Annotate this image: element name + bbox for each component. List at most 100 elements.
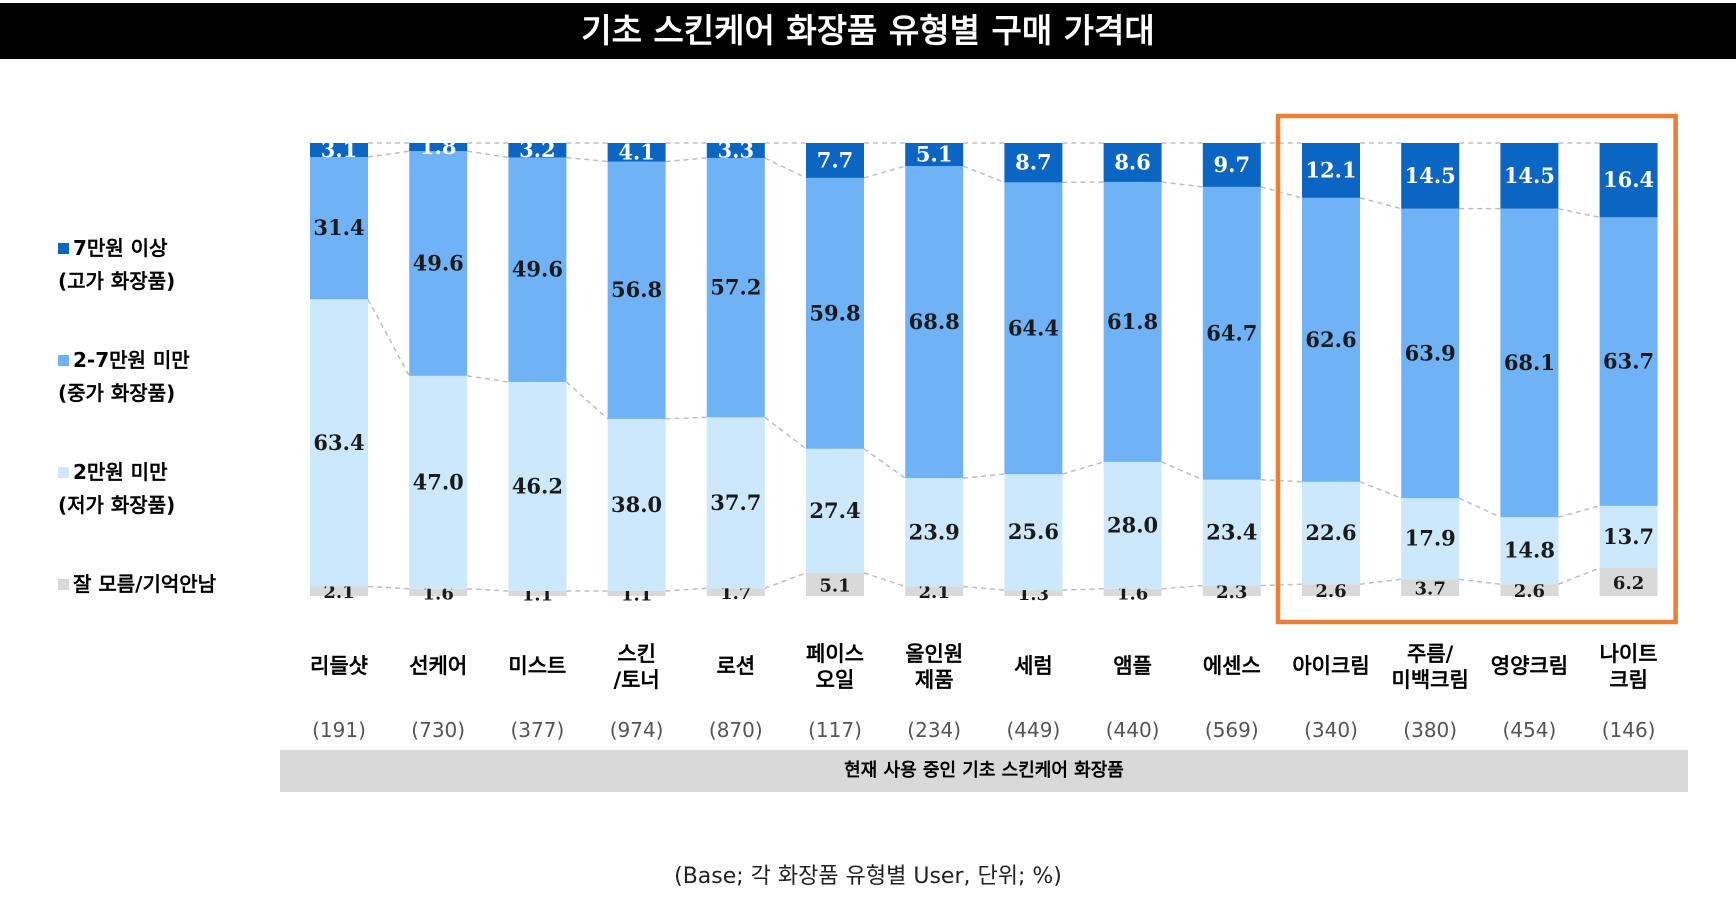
category-label: 미스트 [508, 654, 566, 678]
data-label-mid: 63.7 [1603, 349, 1654, 374]
data-label-unknown: 2.6 [1315, 581, 1346, 602]
data-label-low: 46.2 [512, 473, 563, 498]
data-label-mid: 68.1 [1504, 350, 1555, 375]
data-label-unknown: 2.6 [1514, 581, 1545, 602]
bar-segment-mid [1004, 182, 1063, 475]
bar-segment-mid [1500, 208, 1559, 518]
bar-segment-mid [607, 161, 666, 419]
data-label-high: 16.4 [1603, 167, 1654, 192]
connector-line [963, 585, 1005, 591]
bar-segment-high [508, 143, 567, 158]
bar-segment-unknown [1202, 585, 1261, 596]
connector-line [764, 416, 807, 450]
data-label-low: 25.6 [1008, 519, 1059, 544]
connector-line [467, 150, 509, 159]
data-label-unknown: 3.7 [1415, 579, 1446, 600]
legend-label: 2만원 미만 [73, 460, 168, 484]
data-label-unknown: 2.1 [919, 582, 950, 603]
connector-line [367, 298, 410, 377]
bar-segment-low [1599, 505, 1658, 568]
bar-segment-mid [706, 157, 765, 418]
category-base-count: (377) [511, 718, 565, 742]
data-label-low: 63.4 [313, 430, 364, 455]
connector-line [1558, 207, 1600, 219]
category-label-line2: 크림 [1609, 668, 1648, 692]
bar-segment-low [1302, 481, 1360, 585]
connector-line [962, 165, 1005, 184]
data-label-unknown: 2.1 [323, 582, 354, 603]
title-bar [0, 3, 1736, 59]
bar-segment-high [706, 143, 765, 158]
bar-segment-mid [1599, 217, 1658, 506]
bar-segment-low [1202, 479, 1261, 586]
category-label: 스킨 [617, 642, 656, 666]
category-base-count: (454) [1503, 718, 1557, 742]
data-label-low: 23.4 [1206, 520, 1257, 545]
category-base-count: (870) [709, 718, 763, 742]
category-base-count: (234) [907, 718, 961, 742]
data-label-low: 38.0 [611, 492, 662, 517]
legend-item-low: 2만원 미만 (저가 화장품) [58, 456, 175, 522]
legend-item-mid: 2-7만원 미만 (중가 화장품) [58, 344, 190, 410]
data-label-mid: 49.6 [413, 250, 464, 275]
connector-line [1260, 186, 1303, 199]
bar-segment-high [1500, 143, 1559, 209]
bar-segment-low [1401, 498, 1460, 580]
bar-segment-unknown [1004, 590, 1063, 596]
connector-line [467, 375, 509, 383]
connector-line [367, 585, 410, 590]
category-label: 로션 [716, 654, 755, 678]
data-label-high: 5.1 [916, 142, 953, 167]
bar-segment-mid [310, 157, 368, 300]
legend-sublabel: (중가 화장품) [58, 381, 176, 405]
connector-line [1062, 461, 1104, 475]
bar-segment-unknown [1401, 579, 1460, 596]
category-base-count: (340) [1304, 718, 1358, 742]
connector-line [963, 473, 1005, 479]
bar-segment-unknown [1599, 567, 1658, 596]
category-base-count: (191) [312, 718, 366, 742]
data-label-mid: 49.6 [512, 257, 563, 282]
connector-line [665, 416, 707, 420]
legend-sublabel: (저가 화장품) [58, 493, 176, 517]
highlight-box [1275, 113, 1678, 625]
data-label-low: 28.0 [1107, 512, 1158, 537]
bar-segment-mid [1202, 186, 1261, 480]
category-label: 선케어 [409, 654, 467, 678]
bar-segment-low [607, 418, 666, 592]
category-base-count: (449) [1007, 718, 1061, 742]
bar-segment-low [1004, 474, 1063, 591]
category-label-line2: 오일 [816, 668, 855, 692]
connector-line [1458, 497, 1501, 518]
data-label-low: 17.9 [1405, 526, 1456, 551]
data-label-mid: 68.8 [909, 309, 960, 334]
legend-swatch-low [58, 467, 69, 478]
legend-swatch-mid [58, 355, 69, 366]
data-label-high: 7.7 [817, 147, 854, 172]
category-label-line2: 제품 [915, 668, 954, 692]
bar-segment-mid [806, 177, 864, 449]
category-base-count: (440) [1106, 718, 1160, 742]
connector-line [1359, 197, 1402, 210]
bar-segment-low [409, 375, 468, 589]
data-label-low: 13.7 [1603, 524, 1654, 549]
bar-segment-high [806, 143, 864, 178]
connector-line [1062, 588, 1104, 591]
bar-segment-low [806, 448, 864, 573]
bar-segment-high [1202, 143, 1261, 187]
connector-line [566, 156, 608, 163]
bar-segment-high [1103, 143, 1162, 182]
data-label-high: 14.5 [1405, 163, 1456, 188]
legend-sublabel: (고가 화장품) [58, 269, 176, 293]
data-label-high: 14.5 [1504, 163, 1555, 188]
bar-segment-unknown [409, 588, 468, 596]
bar-segment-low [1500, 517, 1559, 585]
bar-segment-low [706, 417, 765, 589]
data-label-mid: 64.7 [1206, 320, 1257, 345]
data-label-low: 27.4 [809, 498, 860, 523]
category-label: 아이크림 [1292, 654, 1369, 678]
bar-segment-low [1103, 461, 1162, 589]
connector-line [367, 150, 410, 158]
category-base-count: (569) [1205, 718, 1259, 742]
bar-segment-mid [1401, 208, 1460, 499]
